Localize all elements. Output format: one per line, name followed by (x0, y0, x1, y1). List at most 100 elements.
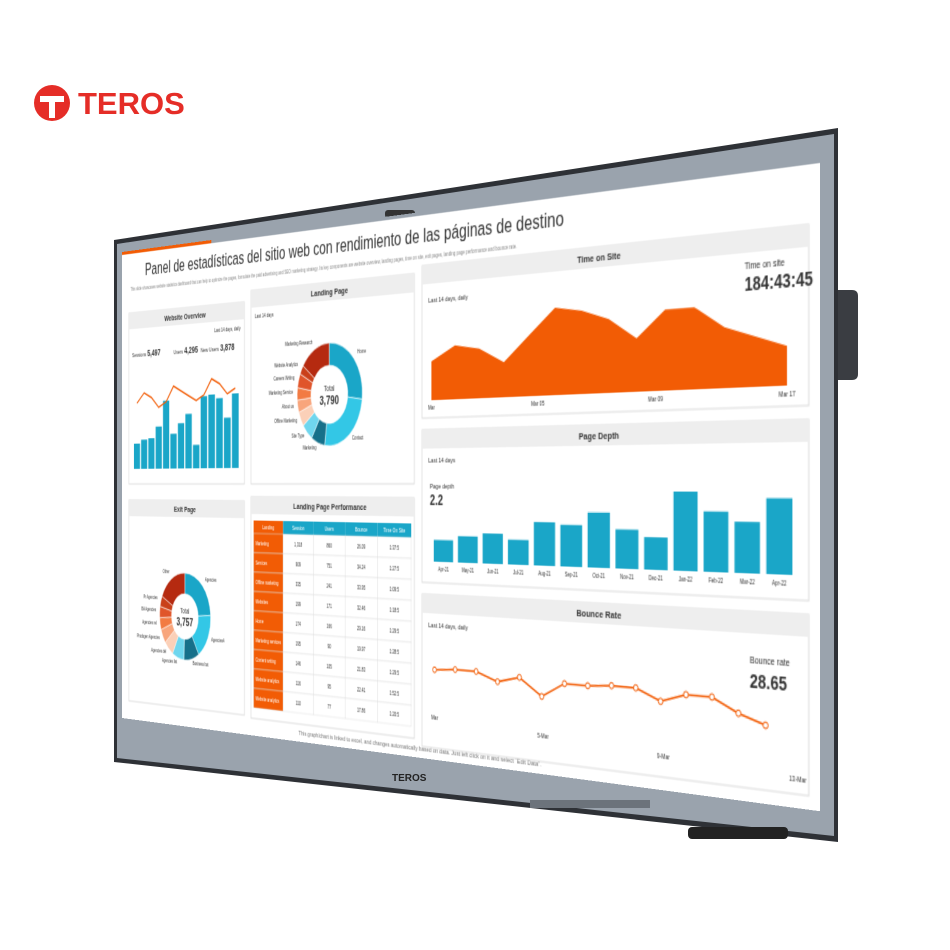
panel (251, 274, 414, 484)
stat-value: 3,878 (220, 341, 234, 354)
x-axis-label: Aug-21 (538, 571, 551, 578)
point (496, 679, 500, 685)
donut-total-label: Total (180, 608, 189, 616)
slice-label: Home (357, 349, 366, 355)
table-text: Content writing (256, 658, 276, 665)
slice-label: About us (282, 404, 294, 410)
slice-label: Website Analytics (274, 363, 298, 370)
x-axis-label: Jan-22 (679, 576, 693, 583)
panel-title: Landing Page (311, 286, 348, 299)
table-text: 22.41 (357, 687, 365, 693)
bar (560, 524, 583, 568)
bar (587, 512, 610, 569)
slice-label: Agencies list (162, 659, 177, 666)
x-axis-label: Mar (431, 713, 438, 721)
tv-handle (836, 290, 858, 380)
slice-label: Careers Writing (274, 375, 295, 382)
table-text: 33.95 (357, 585, 365, 591)
bar (208, 394, 215, 469)
slice-label: Other (163, 570, 170, 575)
table-text: Offline marketing (256, 580, 279, 587)
table-header: Users (325, 525, 334, 532)
stat-label: New Users (201, 346, 220, 355)
x-axis-label: Mar 05 (531, 399, 545, 407)
panel (251, 497, 414, 739)
table-text: 1:18:5 (389, 608, 399, 614)
donut-total-label: Total (324, 385, 334, 394)
point (609, 682, 613, 689)
stat-value: 4,295 (184, 344, 198, 357)
x-axis-label: May-21 (462, 568, 474, 574)
table-text: 174 (296, 622, 301, 628)
table-header: Session (292, 525, 304, 532)
donut-total: 3,757 (176, 615, 193, 629)
x-axis-label: Dec-21 (649, 575, 663, 582)
tv-sensor (688, 827, 788, 839)
bar (155, 426, 162, 469)
point (453, 667, 457, 673)
bar (224, 417, 231, 469)
bar (148, 438, 155, 469)
table-text: 335 (296, 582, 301, 588)
panel-note: Last 14 days, daily (428, 621, 468, 633)
x-axis-label: Feb-22 (709, 578, 723, 585)
point (658, 698, 663, 705)
bar (162, 400, 170, 469)
point (736, 710, 741, 717)
slice-label: Agencies rel (142, 620, 157, 626)
slice-label: Business bot (193, 661, 209, 668)
dashboard: Panel de estadísticas del sitio web con … (122, 158, 820, 811)
table-text: 1:09:5 (389, 587, 399, 593)
slice-label: Agencies4 (211, 637, 224, 643)
table-text: 860 (327, 543, 332, 549)
x-axis-label: Jul-21 (513, 570, 523, 576)
panel-title: Landing Page Performance (293, 502, 367, 512)
bar (507, 539, 529, 566)
table-text: 77 (327, 704, 331, 710)
brand-name: TEROS (78, 86, 185, 121)
slice-label: Offline Marketing (274, 418, 297, 424)
table-text: 34.24 (357, 565, 365, 571)
point (634, 685, 639, 692)
table-text: 1:20:5 (389, 711, 399, 718)
bar (644, 537, 668, 571)
table-text: 105 (327, 664, 332, 670)
bar (177, 423, 185, 469)
x-axis-label: Apr-21 (438, 567, 449, 573)
panel-note: Last 14 days (255, 311, 274, 319)
table-text: 1:29:5 (389, 670, 399, 677)
x-axis-label: Jun-21 (487, 569, 498, 575)
table-text: 1:28:5 (389, 649, 399, 655)
table-text: 1:37:5 (389, 545, 399, 551)
x-axis-label: Mar 17 (779, 389, 797, 398)
table-text: 1,318 (294, 542, 302, 548)
bar (200, 396, 208, 469)
table-text: 95 (327, 684, 331, 690)
bar (734, 521, 760, 574)
bar (231, 393, 239, 468)
stat-value: 5,497 (147, 346, 160, 358)
table-text: Website analytics (256, 677, 280, 685)
slice-label: Marketing Service (269, 390, 293, 397)
table-header: Landing (262, 524, 274, 531)
stat-label: Users (174, 348, 184, 356)
table-text: 21.83 (357, 667, 365, 673)
bar (133, 443, 140, 469)
metric-value: 2.2 (430, 493, 444, 509)
slice-label: BA Agencies (141, 606, 156, 612)
table-text: 199 (296, 602, 301, 608)
bezel-logo: TEROS (392, 773, 427, 784)
panel-title: Bounce Rate (577, 608, 622, 622)
table-text: Website analytics (256, 696, 280, 704)
table-text: 751 (327, 564, 332, 570)
x-axis-label: 13-Mar (789, 774, 807, 785)
point (474, 668, 478, 674)
bar (766, 498, 793, 575)
bar (703, 511, 729, 573)
bar (170, 433, 177, 469)
point (517, 674, 521, 680)
panel-header (128, 500, 245, 519)
x-axis-label: Nov-21 (620, 574, 634, 581)
metric-label: Time on site (745, 259, 785, 273)
